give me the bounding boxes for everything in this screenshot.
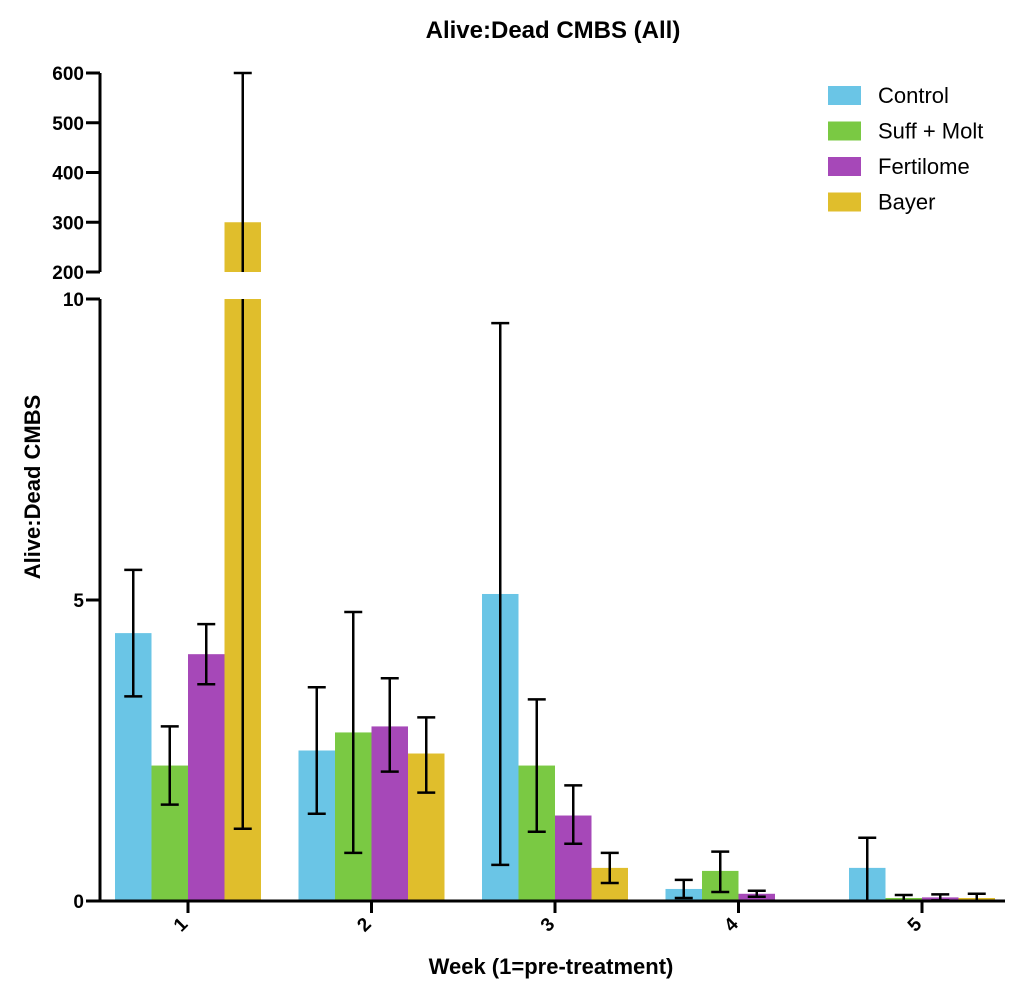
x-tick-label-1: 1	[170, 914, 193, 937]
legend-item-bayer: Bayer	[828, 190, 935, 215]
legend-swatch	[828, 192, 861, 212]
error-bar-suff-molt-week-3	[527, 698, 546, 834]
error-bar-suff-molt-week-2	[344, 610, 363, 855]
chart-title: Alive:Dead CMBS (All)	[426, 17, 681, 44]
y-tick-label-10: 10	[63, 290, 84, 311]
legend-swatch	[828, 121, 861, 141]
error-bar-control-week-3	[491, 321, 510, 867]
y-tick-label-600: 600	[52, 64, 84, 85]
error-bar-bayer-week-2	[417, 716, 436, 794]
x-tick-label-3: 3	[537, 914, 559, 936]
x-axis-label: Week (1=pre-treatment)	[429, 954, 674, 979]
legend-item-suff-molt: Suff + Molt	[828, 119, 983, 144]
y-tick-label-200: 200	[52, 263, 84, 284]
y-tick-label-0: 0	[73, 892, 84, 913]
error-bar-suff-molt-week-4	[711, 850, 730, 894]
error-bar-fertilome-week-3	[564, 784, 583, 846]
error-bar-control-week-4	[674, 878, 693, 900]
legend: Control Suff + Molt Fertilome Bayer	[828, 83, 983, 215]
y-tick-label-400: 400	[52, 164, 84, 185]
x-tick-label-5: 5	[904, 914, 927, 937]
legend-item-control: Control	[828, 83, 949, 108]
axes-group: 200 300 400 500 600 0 5 10 1 2 3 4 5	[52, 64, 1005, 936]
legend-swatch	[828, 157, 861, 176]
error-bar-suff-molt-week-1	[160, 725, 179, 806]
y-tick-label-300: 300	[52, 213, 84, 234]
y-axis-label: Alive:Dead CMBS	[20, 395, 45, 580]
error-bar-fertilome-week-4	[747, 889, 766, 899]
legend-label: Bayer	[878, 190, 935, 215]
legend-label: Fertilome	[878, 154, 970, 179]
bars-group	[115, 222, 995, 901]
legend-label: Suff + Molt	[878, 119, 983, 144]
error-bar-control-week-2	[307, 686, 326, 815]
error-bar-fertilome-week-1	[197, 622, 216, 686]
error-bar-bayer-week-1	[233, 71, 252, 831]
error-bar-fertilome-week-2	[380, 677, 399, 773]
legend-swatch	[828, 86, 861, 105]
error-bar-control-week-1	[124, 568, 143, 698]
legend-label: Control	[878, 83, 949, 108]
y-tick-label-500: 500	[52, 114, 84, 135]
y-tick-label-5: 5	[73, 591, 84, 612]
bar-fertilome-week-1	[188, 654, 225, 901]
error-bar-bayer-week-3	[600, 851, 619, 885]
x-tick-label-4: 4	[720, 914, 743, 937]
x-tick-label-2: 2	[353, 914, 375, 936]
legend-item-fertilome: Fertilome	[828, 154, 970, 179]
